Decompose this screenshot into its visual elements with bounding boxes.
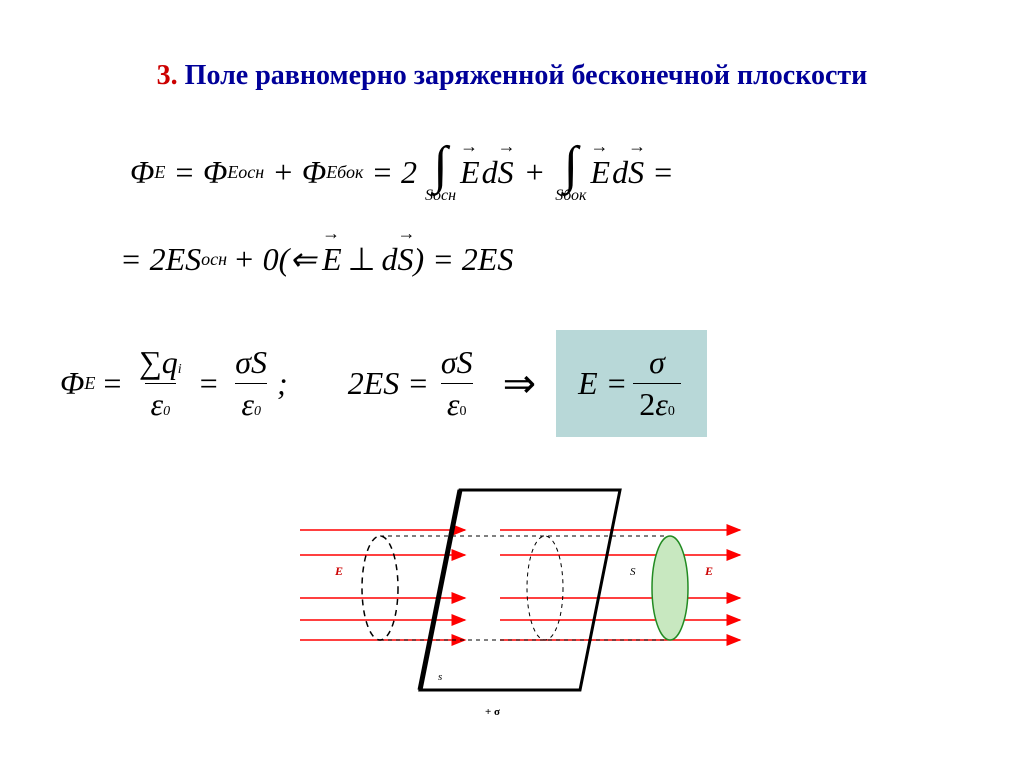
phi-symbol: Φ	[130, 154, 154, 191]
equation-line-2: = 2ESосн + 0(⇐ E ⊥ dS ) = 2ES	[120, 240, 513, 278]
integral-1: ∫ Sосн	[425, 140, 456, 204]
S-vec: S	[498, 154, 514, 191]
equation-row-2: ΦE = ∑qi ε0 = σS ε0 ; 2ES = σS ε0 ⇒ E =	[60, 330, 960, 437]
eq-sign-2: = 2	[371, 154, 417, 191]
osn-sub: осн	[201, 249, 227, 270]
plane-edge	[420, 490, 460, 690]
S-vec-2: S	[628, 154, 644, 191]
E-vec: E	[460, 154, 480, 191]
result-formula-box: E = σ 2ε0	[556, 330, 707, 437]
sigma-label: + σ	[485, 706, 500, 718]
plus-2: +	[524, 154, 546, 191]
field-label-left: E	[334, 564, 343, 578]
charged-plane	[420, 490, 620, 690]
gaussian-pillbox-diagram: E E S s + σ	[290, 480, 750, 740]
sum-q-over-eps0: ∑qi ε0	[133, 344, 188, 423]
phi-sub: E	[154, 162, 165, 183]
plus: +	[272, 154, 294, 191]
phi-bok: Φ	[302, 154, 326, 191]
eq-sign: =	[173, 154, 195, 191]
plus-zero: + 0(⇐	[233, 240, 316, 278]
2ES-eq-sigmaS: 2ES = σS ε0	[348, 344, 483, 423]
E-vec-2: E	[591, 154, 611, 191]
dS-perp: S	[398, 241, 414, 278]
phi-osn-sub: Eосн	[227, 162, 264, 183]
sigma-over-2eps0: σ 2ε0	[633, 344, 681, 423]
pillbox-cap-right	[652, 536, 688, 640]
sigmaS-over-eps0-2: σS ε0	[435, 344, 479, 423]
surface-label-S: S	[630, 566, 636, 578]
flux-gauss: ΦE = ∑qi ε0 = σS ε0 ;	[60, 344, 288, 423]
title-number: 3.	[157, 60, 178, 91]
close-2ES: ) = 2ES	[414, 241, 514, 278]
field-label-right: E	[704, 564, 713, 578]
perp-symbol: ⊥	[348, 240, 376, 278]
integral-2: ∫ Sбок	[555, 140, 586, 204]
equation-line-1: ΦE = ΦEосн + ΦEбок = 2 ∫ Sосн EdS + ∫ Sб…	[130, 140, 674, 204]
2ES-osn: = 2ES	[120, 241, 201, 278]
surface-label-s-small: s	[438, 671, 442, 683]
page-title: 3. Поле равномерно заряженной бесконечно…	[0, 60, 1024, 92]
pillbox-intersection	[527, 536, 563, 640]
sigmaS-over-eps0: σS ε0	[229, 344, 273, 423]
title-text: Поле равномерно заряженной бесконечной п…	[185, 60, 868, 91]
eq-sign-3: =	[652, 154, 674, 191]
E-perp: E	[322, 241, 342, 278]
phi-bok-sub: Eбок	[326, 162, 363, 183]
phi-osn: Φ	[203, 154, 227, 191]
pillbox-cap-left	[362, 536, 398, 640]
implies-arrow: ⇒	[503, 360, 537, 407]
